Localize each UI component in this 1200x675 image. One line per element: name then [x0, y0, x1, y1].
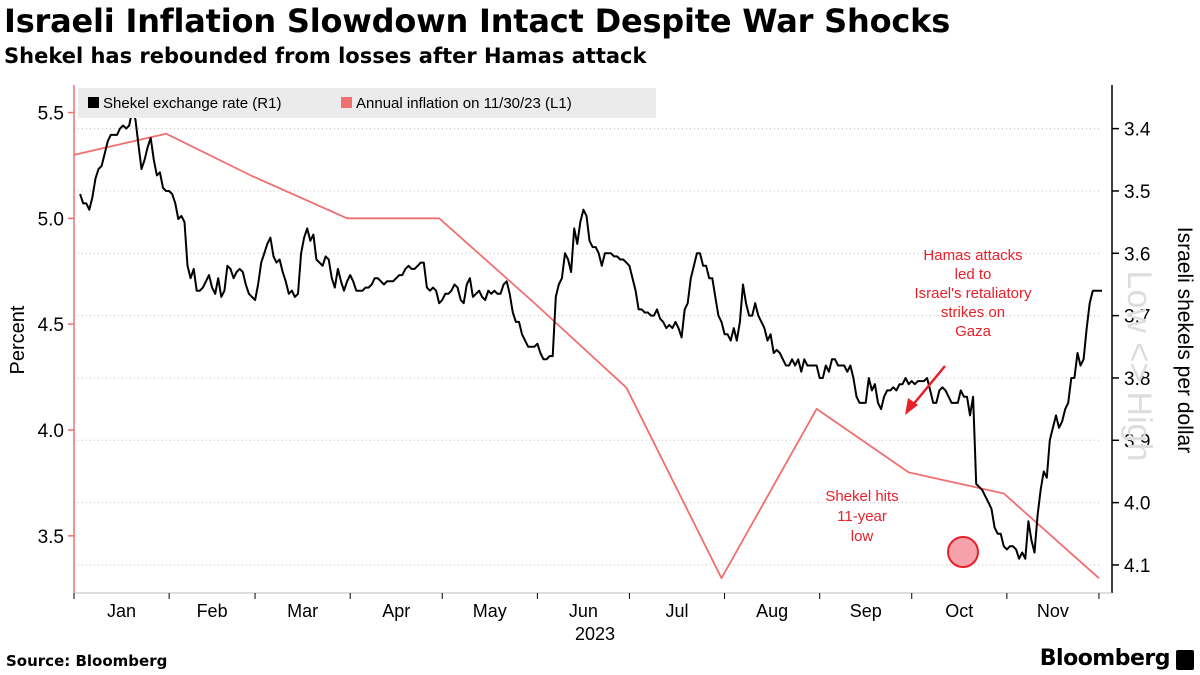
bloomberg-terminal-icon — [1176, 650, 1194, 670]
x-tick-label-0: Jan — [107, 601, 136, 621]
x-tick-label-8: Sep — [850, 601, 882, 621]
x-tick-label-6: Jul — [665, 601, 688, 621]
legend-swatch-inflation — [341, 97, 352, 108]
series-group — [73, 108, 1102, 580]
right-tick-label-5: 3.9 — [1124, 431, 1150, 452]
left-axis-ticks: 3.5 4.0 4.5 5.0 5.5 — [38, 104, 74, 548]
right-tick-label-0: 3.4 — [1124, 120, 1151, 141]
annotation-low-line-1: Shekel hits — [825, 488, 898, 505]
annotation-hamas: Hamas attacks led to Israel's retaliator… — [905, 247, 1032, 415]
left-tick-label-0: 3.5 — [38, 527, 64, 548]
x-tick-label-7: Aug — [756, 601, 788, 621]
annotation-low: Shekel hits 11-year low — [825, 488, 979, 568]
annotation-hamas-arrow — [911, 365, 946, 407]
grid-lines — [74, 128, 1102, 566]
annotation-hamas-line-1: Hamas attacks — [923, 247, 1022, 264]
right-tick-label-3: 3.7 — [1124, 307, 1150, 328]
left-tick-label-1: 4.0 — [38, 421, 64, 442]
bloomberg-logo: Bloomberg — [1039, 646, 1171, 671]
axes — [73, 85, 1113, 594]
left-axis-label: Percent — [7, 305, 29, 374]
annotation-low-line-2: 11-year — [837, 508, 887, 525]
annotation-hamas-line-4: strikes on — [941, 304, 1005, 321]
right-axis-ticks: 3.4 3.5 3.6 3.7 3.8 3.9 4.0 4.1 — [1112, 120, 1151, 577]
x-tick-label-10: Nov — [1037, 601, 1069, 621]
right-tick-label-4: 3.8 — [1124, 369, 1150, 390]
x-year-label: 2023 — [575, 624, 615, 644]
left-tick-label-3: 5.0 — [38, 209, 64, 230]
low-point-marker — [947, 536, 979, 568]
x-tick-label-4: May — [473, 601, 507, 621]
right-axis-label: Israeli shekels per dollar — [1173, 227, 1196, 453]
shekel-line — [79, 108, 1102, 560]
x-tick-label-9: Oct — [945, 601, 973, 621]
left-tick-label-4: 5.5 — [38, 104, 64, 125]
axis-direction-watermark: Low <> High — [1120, 271, 1158, 462]
right-tick-label-7: 4.1 — [1124, 556, 1150, 577]
legend-swatch-shekel — [88, 97, 99, 108]
right-tick-label-6: 4.0 — [1124, 494, 1150, 515]
annotation-hamas-arrowhead — [905, 398, 918, 415]
x-tick-label-2: Mar — [287, 601, 318, 621]
legend-label-shekel[interactable]: Shekel exchange rate (R1) — [103, 95, 281, 112]
right-tick-label-1: 3.5 — [1124, 182, 1150, 203]
legend-background — [78, 88, 656, 118]
x-axis: Jan Feb Mar Apr May Jun Jul Aug Sep Oct Nov — [73, 593, 1100, 621]
annotation-hamas-line-5: Gaza — [955, 323, 992, 340]
legend-label-inflation[interactable]: Annual inflation on 11/30/23 (L1) — [356, 95, 572, 112]
right-tick-label-2: 3.6 — [1124, 244, 1150, 265]
inflation-line — [73, 132, 1100, 580]
chart-subtitle: Shekel has rebounded from losses after H… — [4, 44, 647, 68]
annotation-low-line-3: low — [851, 528, 874, 545]
left-tick-label-2: 4.5 — [38, 315, 64, 336]
source-note: Source: Bloomberg — [6, 652, 168, 670]
annotation-hamas-line-3: Israel's retaliatory — [914, 285, 1032, 302]
annotation-hamas-line-2: led to — [955, 266, 992, 283]
chart-title: Israeli Inflation Slowdown Intact Despit… — [4, 2, 951, 40]
x-tick-label-5: Jun — [569, 601, 598, 621]
x-tick-label-1: Feb — [197, 601, 228, 621]
x-tick-label-3: Apr — [382, 601, 410, 621]
